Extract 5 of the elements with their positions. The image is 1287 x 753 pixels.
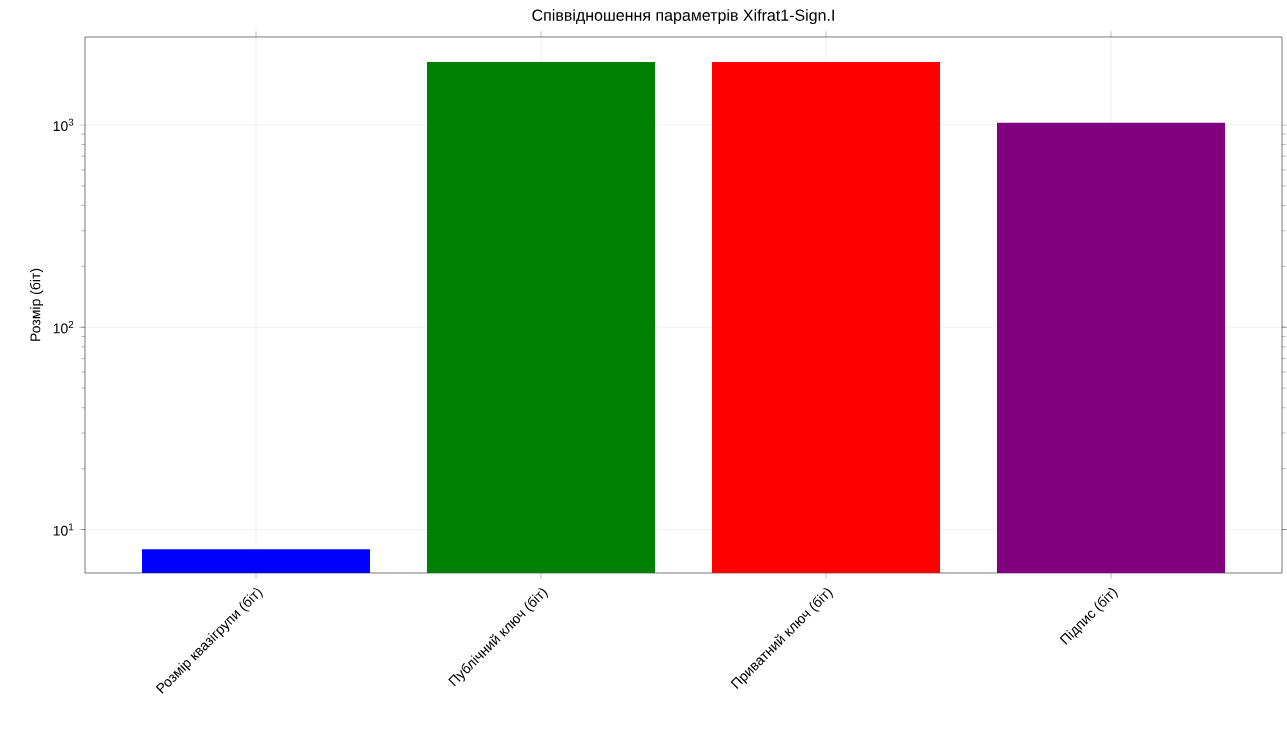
y-tick-label: 10$^{1}$: [53, 523, 74, 536]
chart-title: Співвідношення параметрів Xifrat1-Sign.I: [532, 9, 834, 25]
y-tick-label: 10$^{2}$: [53, 321, 74, 334]
y-tick-label: 10$^{3}$: [53, 118, 74, 132]
y-axis-title: Розмір (біт): [29, 268, 44, 341]
